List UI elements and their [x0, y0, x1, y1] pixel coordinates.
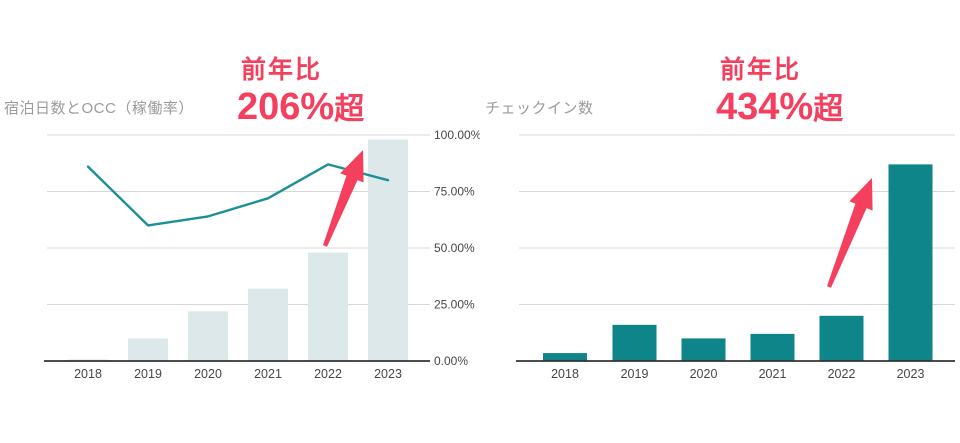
- bar-2021: [248, 288, 288, 361]
- bar-2020: [188, 311, 228, 361]
- right-annotation-value-line: 434%超: [716, 88, 843, 126]
- left-growth-annotation: 前年比 206%超: [237, 56, 364, 126]
- left-annotation-suffix: 超: [334, 92, 365, 126]
- x-tick-label: 2019: [621, 367, 649, 381]
- x-tick-label: 2023: [897, 367, 925, 381]
- x-tick-label: 2018: [551, 367, 579, 381]
- growth-arrow-icon: [827, 178, 873, 288]
- occupancy-combo-chart: 100.00% 75.00% 50.00% 25.00% 0.00% 2018 2019 20…: [44, 128, 480, 381]
- left-annotation-value-line: 206%超: [237, 88, 364, 126]
- growth-arrow-icon: [323, 150, 364, 247]
- y-tick-label: 100.00%: [434, 128, 480, 142]
- occupancy-line: [86, 163, 390, 227]
- right-annotation-value: 434%: [716, 85, 814, 128]
- right-chart-title: チェックイン数: [485, 100, 594, 117]
- x-tick-label: 2023: [374, 367, 402, 381]
- y-tick-label: 0.00%: [434, 354, 468, 368]
- x-tick-label: 2019: [134, 367, 162, 381]
- bar-2023: [888, 164, 933, 361]
- left-annotation-prefix: 前年比: [241, 56, 323, 84]
- bar-2023: [368, 139, 408, 361]
- x-tick-label: 2022: [314, 367, 342, 381]
- x-tick-label: 2020: [194, 367, 222, 381]
- y-tick-label: 50.00%: [434, 241, 475, 255]
- bar-2020: [681, 338, 726, 361]
- right-annotation-suffix: 超: [813, 92, 844, 126]
- x-tick-label: 2018: [74, 367, 102, 381]
- x-tick-label: 2021: [759, 367, 787, 381]
- y-tick-label: 25.00%: [434, 298, 475, 312]
- bar-2022: [819, 315, 864, 361]
- bar-2019: [128, 338, 168, 361]
- x-tick-label: 2021: [254, 367, 282, 381]
- bar-2019: [612, 324, 657, 361]
- x-tick-label: 2022: [828, 367, 856, 381]
- x-tick-label: 2020: [690, 367, 718, 381]
- y-tick-label: 75.00%: [434, 185, 475, 199]
- right-annotation-prefix: 前年比: [720, 56, 802, 84]
- bar-2021: [750, 333, 795, 361]
- bar-2022: [308, 252, 348, 361]
- checkins-bar-chart: 2018 2019 2020 2021 2022 2023: [516, 134, 955, 381]
- left-annotation-value: 206%: [237, 85, 335, 128]
- bar-2018: [543, 353, 587, 361]
- right-growth-annotation: 前年比 434%超: [716, 56, 843, 126]
- left-chart-title: 宿泊日数とOCC（稼働率）: [4, 100, 194, 117]
